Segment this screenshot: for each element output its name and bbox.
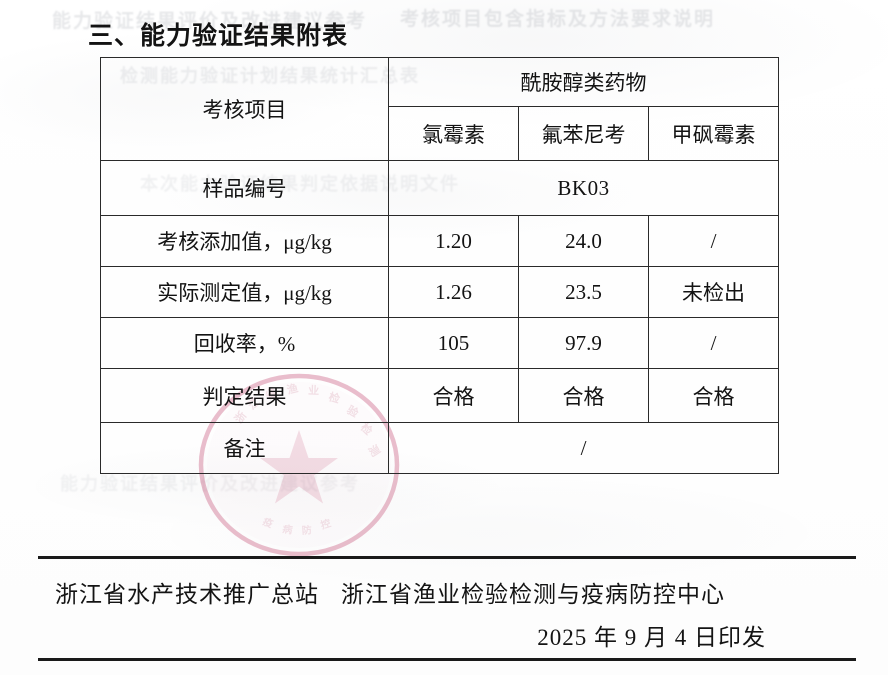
cell-measured-chloramphenicol: 1.26 <box>388 266 519 318</box>
cell-recovery-chloramphenicol: 105 <box>388 317 519 369</box>
header-drug-group: 酰胺醇类药物 <box>388 57 779 107</box>
row-label-measured-value: 实际测定值，μg/kg <box>100 266 389 318</box>
row-label-recovery-rate: 回收率，% <box>100 317 389 369</box>
table-row: 回收率，% 105 97.9 / <box>100 317 779 369</box>
svg-text:病: 病 <box>281 522 293 537</box>
header-item-column: 考核项目 <box>100 57 389 161</box>
svg-text:防: 防 <box>301 523 312 537</box>
cell-measured-thiamphenicol: 未检出 <box>648 266 779 318</box>
header-drug-thiamphenicol: 甲砜霉素 <box>648 106 779 161</box>
table-row: 备注 / <box>100 422 779 474</box>
row-label-spiked-value: 考核添加值，μg/kg <box>100 215 389 267</box>
row-label-remarks: 备注 <box>100 422 389 474</box>
footer-divider-bottom <box>38 658 856 661</box>
table-row: 样品编号 BK03 <box>100 160 779 216</box>
cell-spiked-chloramphenicol: 1.20 <box>388 215 519 267</box>
row-label-judgement: 判定结果 <box>100 368 389 423</box>
cell-measured-florfenicol: 23.5 <box>518 266 649 318</box>
cell-remarks-value: / <box>388 422 779 474</box>
table-header-row-group: 考核项目 酰胺醇类药物 <box>100 57 779 161</box>
header-drug-florfenicol: 氟苯尼考 <box>518 106 649 161</box>
cell-recovery-thiamphenicol: / <box>648 317 779 369</box>
cell-recovery-florfenicol: 97.9 <box>518 317 649 369</box>
cell-judgement-chloramphenicol: 合格 <box>388 368 519 423</box>
footer-organizations: 浙江省水产技术推广总站 浙江省渔业检验检测与疫病防控中心 <box>55 575 725 609</box>
cell-spiked-thiamphenicol: / <box>648 215 779 267</box>
cell-judgement-florfenicol: 合格 <box>518 368 649 423</box>
cell-spiked-florfenicol: 24.0 <box>518 215 649 267</box>
header-drug-chloramphenicol: 氯霉素 <box>388 106 519 161</box>
capability-verification-result-table: 考核项目 酰胺醇类药物 氯霉素 氟苯尼考 甲砜霉素 样品编号 BK03 考核添加… <box>100 57 779 474</box>
page-title: 三、能力验证结果附表 <box>88 22 349 50</box>
table-row: 考核添加值，μg/kg 1.20 24.0 / <box>100 215 779 267</box>
table-row: 判定结果 合格 合格 合格 <box>100 368 779 423</box>
svg-text:疫: 疫 <box>261 515 275 531</box>
cell-sample-number-value: BK03 <box>388 160 779 216</box>
footer-divider-top <box>38 556 856 559</box>
row-label-sample-number: 样品编号 <box>100 160 389 216</box>
footer-issue-date: 2025 年 9 月 4 日印发 <box>537 625 766 650</box>
cell-judgement-thiamphenicol: 合格 <box>648 368 779 423</box>
footer-organization-left: 浙江省水产技术推广总站 <box>55 582 319 607</box>
table-row: 实际测定值，μg/kg 1.26 23.5 未检出 <box>100 266 779 318</box>
footer-organization-right: 浙江省渔业检验检测与疫病防控中心 <box>341 582 725 607</box>
bleed-through-line: 考核项目包含指标及方法要求说明 <box>400 9 716 30</box>
svg-text:控: 控 <box>319 516 333 531</box>
